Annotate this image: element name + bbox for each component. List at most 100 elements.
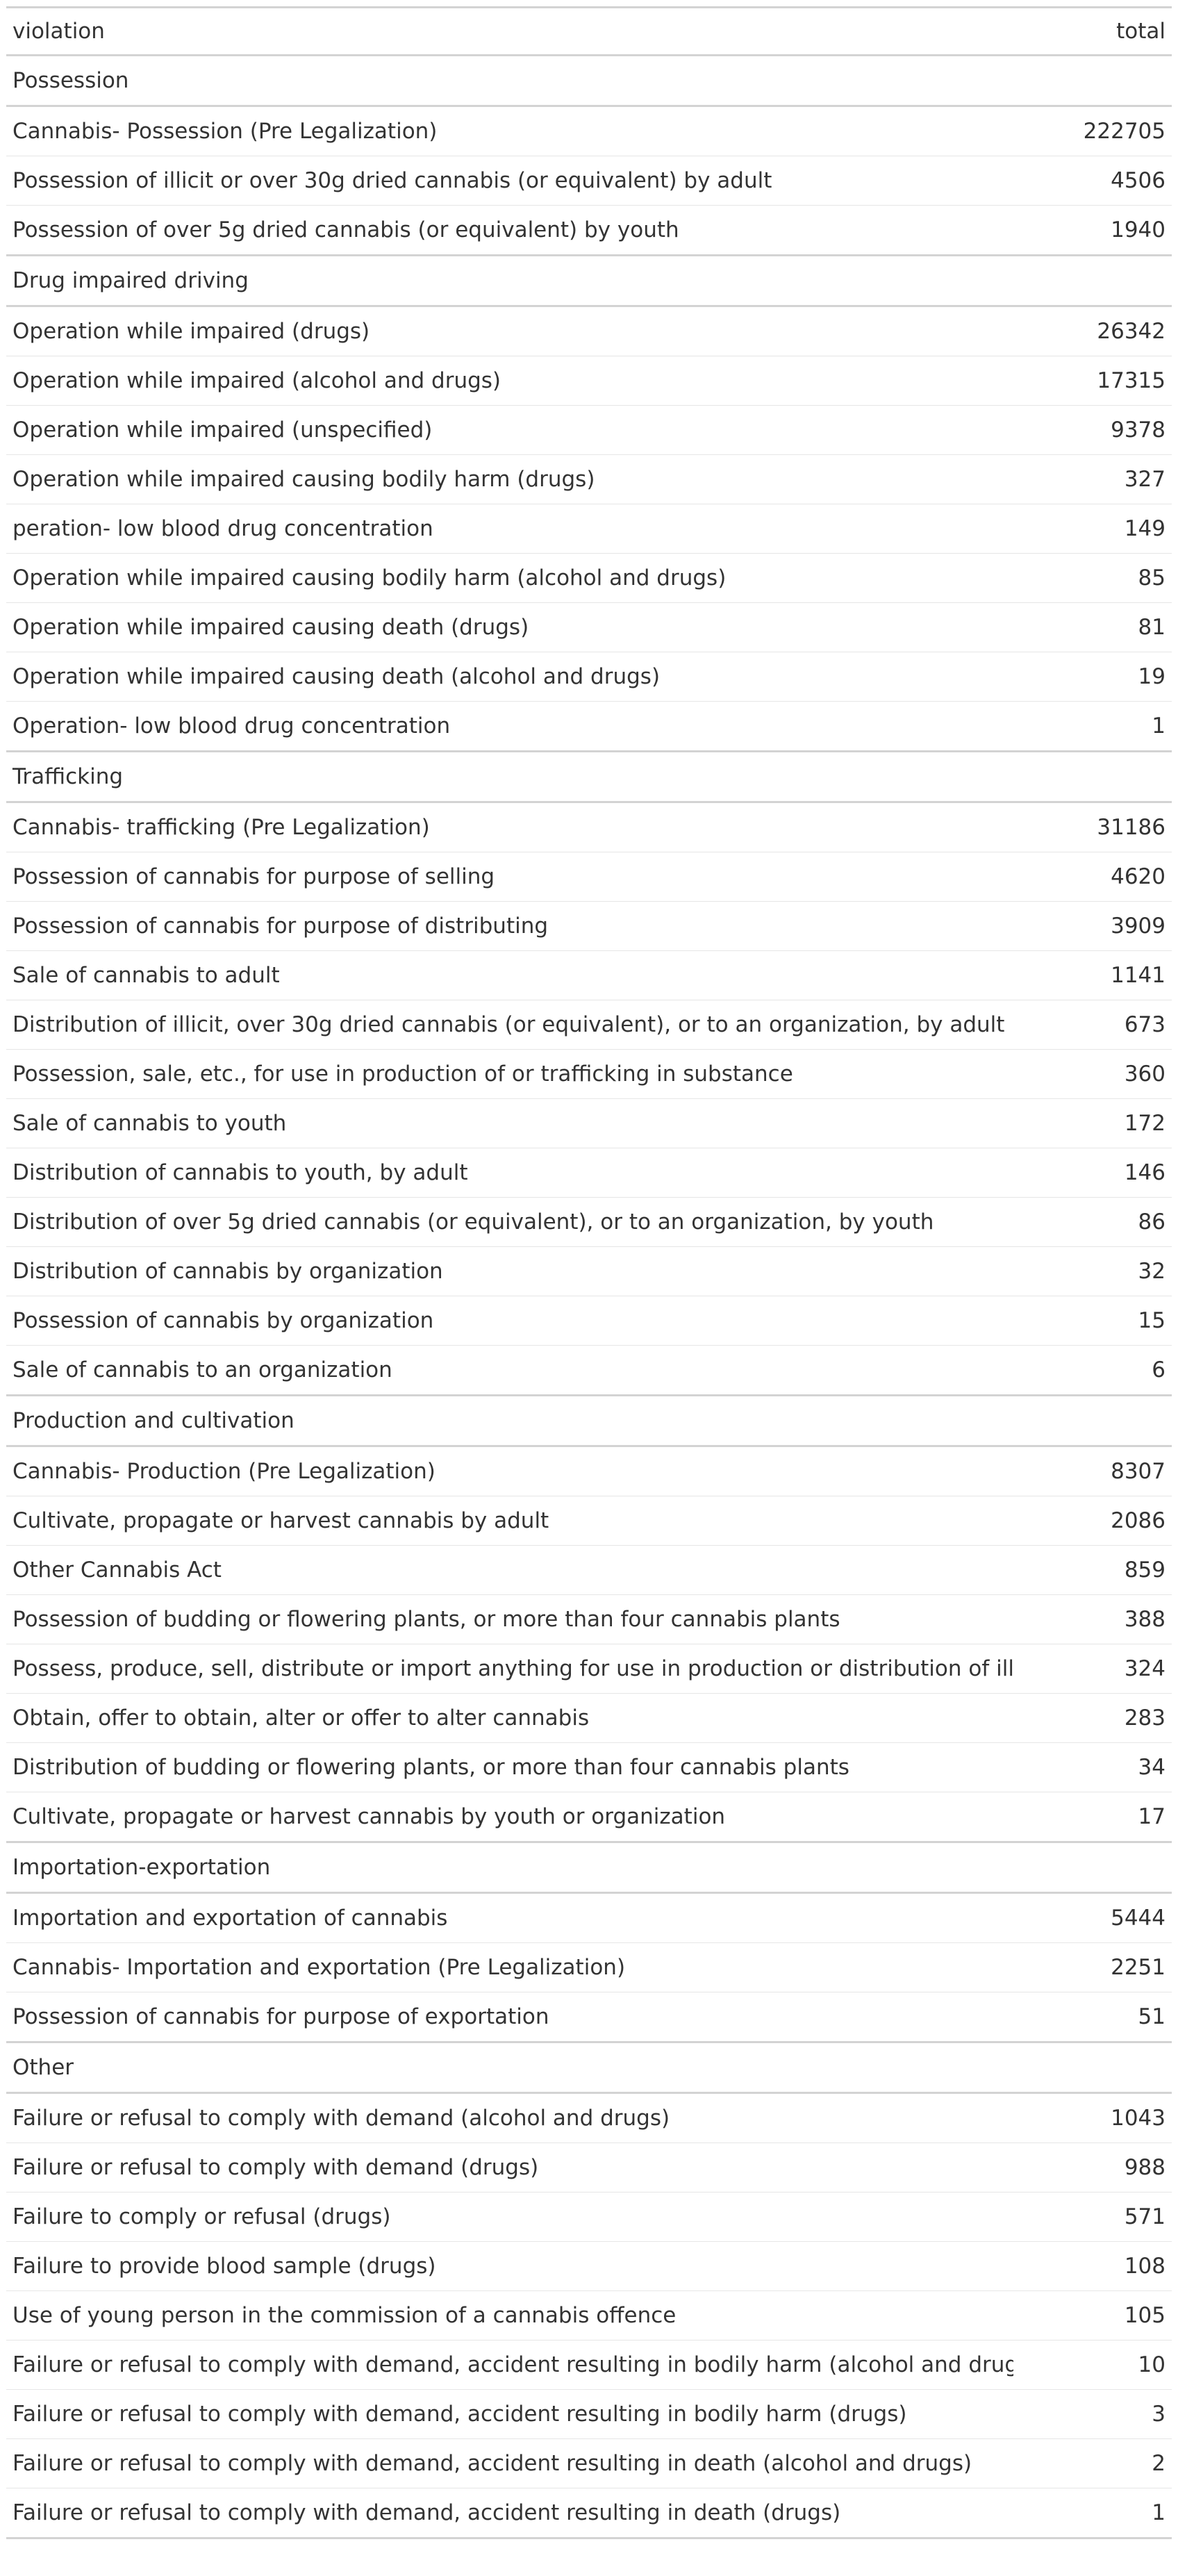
violation-cell: Possession of budding or flowering plant…	[6, 1594, 1013, 1644]
table-row: Failure to comply or refusal (drugs) 571	[6, 2192, 1172, 2242]
violation-cell: Distribution of cannabis by organization	[6, 1246, 1013, 1296]
table-row: Obtain, offer to obtain, alter or offer …	[6, 1693, 1172, 1743]
total-cell: 4506	[1013, 156, 1172, 206]
violation-cell: Distribution of illicit, over 30g dried …	[6, 1000, 1013, 1050]
total-cell: 6	[1013, 1345, 1172, 1396]
total-cell: 2251	[1013, 1942, 1172, 1992]
table-row: Possession, sale, etc., for use in produ…	[6, 1049, 1172, 1099]
total-cell: 222705	[1013, 106, 1172, 156]
group-row: Possession	[6, 55, 1172, 107]
table-row: Distribution of cannabis by organization…	[6, 1246, 1172, 1296]
violation-cell: Importation and exportation of cannabis	[6, 1892, 1013, 1943]
table-row: Cultivate, propagate or harvest cannabis…	[6, 1496, 1172, 1546]
violation-cell: Distribution of cannabis to youth, by ad…	[6, 1148, 1013, 1198]
table-row: Operation while impaired causing death (…	[6, 602, 1172, 652]
table-row: Cannabis- Importation and exportation (P…	[6, 1942, 1172, 1992]
table-row: Distribution of budding or flowering pla…	[6, 1742, 1172, 1792]
group-row: Production and cultivation	[6, 1395, 1172, 1447]
total-cell: 17315	[1013, 356, 1172, 406]
total-cell: 81	[1013, 602, 1172, 652]
violation-cell: Cultivate, propagate or harvest cannabis…	[6, 1792, 1013, 1843]
violation-cell: Failure or refusal to comply with demand…	[6, 2340, 1013, 2390]
violation-cell: Failure or refusal to comply with demand…	[6, 2092, 1013, 2143]
table-row: Sale of cannabis to youth 172	[6, 1098, 1172, 1148]
total-cell: 9378	[1013, 405, 1172, 455]
violation-cell: Failure or refusal to comply with demand…	[6, 2488, 1013, 2539]
table-body: Possession Cannabis- Possession (Pre Lega…	[6, 55, 1172, 2539]
violation-cell: Operation while impaired causing death (…	[6, 602, 1013, 652]
total-cell: 149	[1013, 504, 1172, 554]
violation-cell: Cannabis- Importation and exportation (P…	[6, 1942, 1013, 1992]
violation-cell: Possession of cannabis by organization	[6, 1296, 1013, 1346]
violation-cell: Distribution of budding or flowering pla…	[6, 1742, 1013, 1792]
violation-cell: Failure or refusal to comply with demand…	[6, 2389, 1013, 2439]
total-cell: 859	[1013, 1545, 1172, 1595]
total-cell: 571	[1013, 2192, 1172, 2242]
total-cell: 8307	[1013, 1446, 1172, 1496]
total-cell: 324	[1013, 1644, 1172, 1694]
table-row: Failure or refusal to comply with demand…	[6, 2142, 1172, 2193]
table-row: Failure or refusal to comply with demand…	[6, 2340, 1172, 2390]
group-label: Drug impaired driving	[6, 255, 1172, 307]
violation-cell: Operation while impaired (unspecified)	[6, 405, 1013, 455]
violation-cell: Possession of illicit or over 30g dried …	[6, 156, 1013, 206]
total-cell: 283	[1013, 1693, 1172, 1743]
table-row: Importation and exportation of cannabis 5…	[6, 1892, 1172, 1943]
violation-cell: Operation while impaired causing bodily …	[6, 454, 1013, 504]
violation-cell: Failure or refusal to comply with demand…	[6, 2438, 1013, 2488]
violations-table: violation total Possession Cannabis- Poss…	[6, 6, 1172, 2539]
group-row: Drug impaired driving	[6, 255, 1172, 307]
violation-cell: Use of young person in the commission of…	[6, 2290, 1013, 2340]
total-cell: 26342	[1013, 306, 1172, 356]
table-row: Distribution of cannabis to youth, by ad…	[6, 1148, 1172, 1198]
group-row: Other	[6, 2042, 1172, 2094]
table-row: Operation while impaired (drugs) 26342	[6, 306, 1172, 356]
violation-cell: Possession, sale, etc., for use in produ…	[6, 1049, 1013, 1099]
table-row: peration- low blood drug concentration 14…	[6, 504, 1172, 554]
column-header-violation: violation	[6, 6, 1013, 56]
table-row: Operation while impaired causing death (…	[6, 652, 1172, 702]
group-label: Production and cultivation	[6, 1395, 1172, 1447]
total-cell: 673	[1013, 1000, 1172, 1050]
violation-cell: Failure to provide blood sample (drugs)	[6, 2241, 1013, 2291]
violation-cell: Other Cannabis Act	[6, 1545, 1013, 1595]
table-row: Use of young person in the commission of…	[6, 2290, 1172, 2340]
violation-cell: Possession of over 5g dried cannabis (or…	[6, 205, 1013, 256]
table-row: Failure or refusal to comply with demand…	[6, 2092, 1172, 2143]
total-cell: 988	[1013, 2142, 1172, 2193]
total-cell: 34	[1013, 1742, 1172, 1792]
total-cell: 1043	[1013, 2092, 1172, 2143]
group-label: Importation-exportation	[6, 1842, 1172, 1894]
violation-cell: Operation while impaired (drugs)	[6, 306, 1013, 356]
table-row: Sale of cannabis to adult 1141	[6, 950, 1172, 1000]
table-row: Possess, produce, sell, distribute or im…	[6, 1644, 1172, 1694]
total-cell: 15	[1013, 1296, 1172, 1346]
table-row: Cannabis- trafficking (Pre Legalization)…	[6, 802, 1172, 852]
table-row: Cannabis- Possession (Pre Legalization) 2…	[6, 106, 1172, 156]
violation-cell: Failure or refusal to comply with demand…	[6, 2142, 1013, 2193]
total-cell: 108	[1013, 2241, 1172, 2291]
violation-cell: Possession of cannabis for purpose of se…	[6, 852, 1013, 902]
violation-cell: Possession of cannabis for purpose of ex…	[6, 1992, 1013, 2043]
total-cell: 2086	[1013, 1496, 1172, 1546]
violation-cell: Cultivate, propagate or harvest cannabis…	[6, 1496, 1013, 1546]
table-row: Operation while impaired causing bodily …	[6, 454, 1172, 504]
table-row: Possession of cannabis for purpose of di…	[6, 901, 1172, 951]
table-row: Failure or refusal to comply with demand…	[6, 2488, 1172, 2539]
total-cell: 31186	[1013, 802, 1172, 852]
violation-cell: peration- low blood drug concentration	[6, 504, 1013, 554]
total-cell: 105	[1013, 2290, 1172, 2340]
violation-cell: Possess, produce, sell, distribute or im…	[6, 1644, 1013, 1694]
table-row: Possession of cannabis for purpose of se…	[6, 852, 1172, 902]
total-cell: 1141	[1013, 950, 1172, 1000]
total-cell: 1	[1013, 701, 1172, 752]
violation-cell: Possession of cannabis for purpose of di…	[6, 901, 1013, 951]
table-row: Operation while impaired (alcohol and dr…	[6, 356, 1172, 406]
total-cell: 17	[1013, 1792, 1172, 1843]
violation-cell: Cannabis- Production (Pre Legalization)	[6, 1446, 1013, 1496]
violation-cell: Operation while impaired causing bodily …	[6, 553, 1013, 603]
total-cell: 3909	[1013, 901, 1172, 951]
violation-cell: Cannabis- Possession (Pre Legalization)	[6, 106, 1013, 156]
total-cell: 19	[1013, 652, 1172, 702]
